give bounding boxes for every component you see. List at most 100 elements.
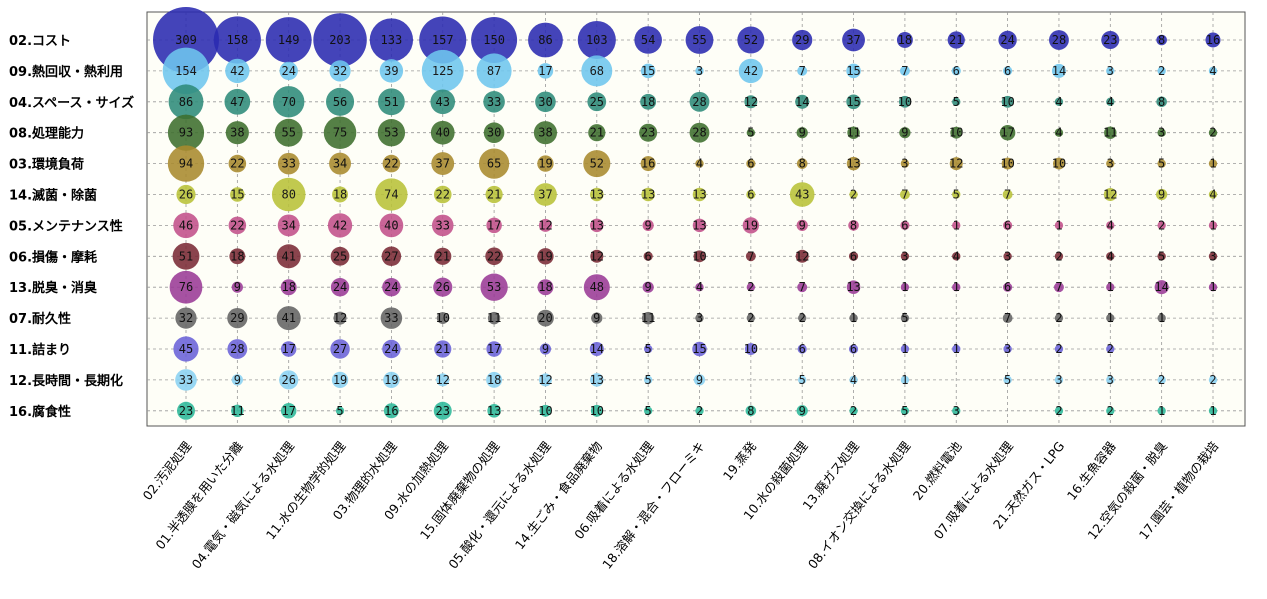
bubble-value: 309 — [175, 33, 197, 47]
bubble — [1053, 282, 1064, 293]
bubble-value: 42 — [333, 218, 347, 232]
bubble-value: 22 — [436, 188, 450, 202]
bubble — [1054, 221, 1064, 230]
row-label: 05.メンテナンス性 — [9, 218, 123, 234]
bubble — [999, 124, 1016, 141]
bubble-value: 4 — [696, 157, 703, 171]
bubble-value: 16 — [641, 157, 655, 171]
bubble-value: 1 — [1055, 218, 1062, 232]
bubble — [692, 218, 707, 233]
bubble — [329, 60, 351, 82]
bubble-value: 5 — [645, 404, 652, 418]
bubble — [175, 307, 197, 329]
bubble — [693, 250, 706, 263]
bubble-value: 2 — [850, 188, 857, 202]
bubble-value: 5 — [901, 404, 908, 418]
bubble — [1208, 221, 1218, 230]
bubble-value: 9 — [645, 280, 652, 294]
bubble-value: 18 — [487, 373, 501, 387]
bubble — [225, 121, 249, 145]
bubble-value: 53 — [487, 280, 501, 294]
bubble-value: 5 — [1004, 373, 1011, 387]
bubble — [848, 251, 859, 261]
bubble-value: 86 — [179, 95, 193, 109]
bubble-value: 13 — [846, 157, 860, 171]
bubble-value: 21 — [436, 342, 450, 356]
bubble — [1157, 221, 1166, 230]
bubble — [1054, 375, 1064, 385]
bubble — [485, 247, 503, 266]
bubble — [485, 185, 503, 204]
bubble — [277, 214, 300, 237]
bubble-value: 12 — [744, 95, 758, 109]
bubble-value: 4 — [1107, 218, 1114, 232]
bubble-value: 19 — [538, 249, 552, 263]
bubble — [486, 217, 502, 234]
bubble — [796, 405, 808, 417]
bubble-value: 3 — [1107, 157, 1114, 171]
bubble-value: 42 — [230, 64, 244, 78]
bubble-value: 4 — [953, 249, 960, 263]
bubble — [433, 277, 453, 297]
bubble-value: 9 — [799, 404, 806, 418]
bubble — [228, 216, 247, 235]
bubble-value: 28 — [230, 342, 244, 356]
bubble — [689, 91, 710, 112]
bubble-value: 2 — [1055, 311, 1062, 325]
bubble — [419, 16, 467, 64]
bubble-value: 23 — [641, 126, 655, 140]
bubble-value: 9 — [799, 218, 806, 232]
bubble-value: 2 — [1209, 126, 1216, 140]
bubble-value: 12 — [590, 249, 604, 263]
row-label: 11.詰まり — [9, 342, 71, 358]
bubble — [639, 123, 658, 142]
row-label: 07.耐久性 — [9, 311, 71, 327]
bubble — [327, 213, 353, 238]
bubble — [1205, 32, 1221, 48]
bubble — [737, 26, 765, 54]
bubble — [162, 47, 210, 95]
bubble-value: 10 — [1052, 157, 1066, 171]
bubble-value: 9 — [645, 218, 652, 232]
bubble-value: 43 — [436, 95, 450, 109]
bubble — [590, 218, 604, 233]
bubble-value: 32 — [179, 311, 193, 325]
row-label: 02.コスト — [9, 34, 71, 49]
column-label: 05.酸化・還元による水処理 — [445, 438, 554, 571]
column-label: 08.イオン交換による水処理 — [805, 438, 914, 571]
bubble-value: 11 — [1103, 126, 1117, 140]
bubble-value: 3 — [1004, 342, 1011, 356]
bubble-value: 5 — [953, 188, 960, 202]
bubble-value: 12 — [538, 373, 552, 387]
bubble — [381, 246, 402, 267]
bubble-value: 39 — [384, 64, 398, 78]
bubble — [369, 18, 414, 62]
bubble — [795, 94, 810, 109]
bubble — [1156, 188, 1168, 201]
bubble — [900, 252, 910, 261]
bubble-value: 14 — [1154, 280, 1168, 294]
bubble — [436, 312, 449, 325]
bubble — [265, 17, 312, 63]
bubble-value: 68 — [590, 64, 604, 78]
bubble — [379, 213, 404, 238]
bubble-value: 10 — [538, 404, 552, 418]
bubble-value: 15 — [846, 95, 860, 109]
bubble — [695, 406, 704, 415]
bubble-value: 27 — [384, 249, 398, 263]
bubble — [1208, 375, 1218, 385]
bubble — [436, 373, 450, 387]
bubble-value: 13 — [590, 373, 604, 387]
bubble — [1001, 95, 1014, 108]
bubble — [487, 311, 501, 325]
bubble — [849, 190, 858, 199]
bubble — [172, 242, 200, 270]
bubble-value: 10 — [744, 342, 758, 356]
bubble — [434, 340, 452, 358]
bubble-value: 27 — [333, 342, 347, 356]
bubble — [1054, 406, 1064, 415]
bubble — [331, 371, 349, 389]
column-label: 04.電気・磁気による水処理 — [189, 438, 298, 571]
bubble-value: 33 — [179, 373, 193, 387]
bubble-value: 154 — [175, 64, 197, 78]
